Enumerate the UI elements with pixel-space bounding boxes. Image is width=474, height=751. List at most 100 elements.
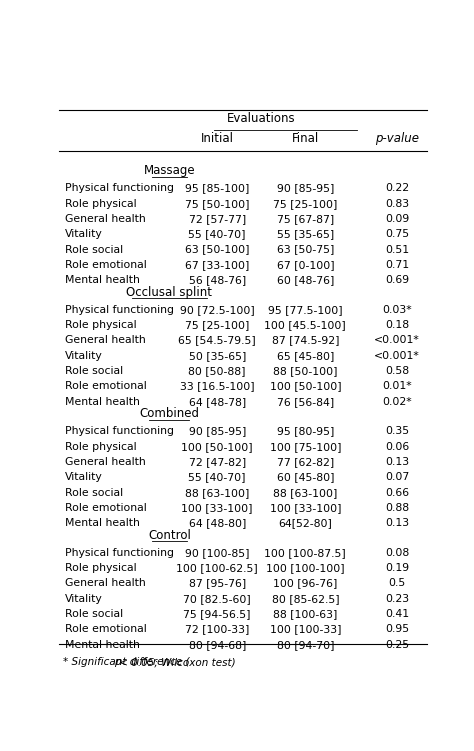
Text: 60 [45-80]: 60 [45-80]	[277, 472, 334, 482]
Text: 100 [100-33]: 100 [100-33]	[270, 624, 341, 635]
Text: 80 [94-70]: 80 [94-70]	[277, 640, 334, 650]
Text: 0.69: 0.69	[385, 275, 409, 285]
Text: 64 [48-80]: 64 [48-80]	[189, 518, 246, 528]
Text: p: p	[114, 657, 121, 667]
Text: Role emotional: Role emotional	[65, 382, 146, 391]
Text: 0.06: 0.06	[385, 442, 410, 451]
Text: * Significant difference (: * Significant difference (	[63, 657, 190, 667]
Text: 88 [100-63]: 88 [100-63]	[273, 609, 337, 619]
Text: p-value: p-value	[375, 131, 419, 145]
Text: Mental health: Mental health	[65, 275, 140, 285]
Text: 0.18: 0.18	[385, 320, 409, 330]
Text: 0.58: 0.58	[385, 366, 409, 376]
Text: 90 [100-85]: 90 [100-85]	[185, 547, 249, 558]
Text: Vitality: Vitality	[65, 229, 102, 240]
Text: 0.71: 0.71	[385, 260, 409, 270]
Text: Evaluations: Evaluations	[227, 112, 296, 125]
Text: 75 [67-87]: 75 [67-87]	[277, 214, 334, 224]
Text: 100 [100-87.5]: 100 [100-87.5]	[264, 547, 346, 558]
Text: 0.13: 0.13	[385, 457, 409, 467]
Text: Occlusal splint: Occlusal splint	[127, 285, 212, 299]
Text: 64 [48-78]: 64 [48-78]	[189, 397, 246, 407]
Text: 88 [63-100]: 88 [63-100]	[185, 487, 249, 498]
Text: <0.001*: <0.001*	[374, 351, 420, 360]
Text: Role emotional: Role emotional	[65, 624, 146, 635]
Text: 88 [63-100]: 88 [63-100]	[273, 487, 337, 498]
Text: 0.23: 0.23	[385, 594, 409, 604]
Text: 72 [47-82]: 72 [47-82]	[189, 457, 246, 467]
Text: < 0.05; Wilcoxon test): < 0.05; Wilcoxon test)	[116, 657, 236, 667]
Text: 0.25: 0.25	[385, 640, 409, 650]
Text: General health: General health	[65, 578, 146, 589]
Text: 0.01*: 0.01*	[383, 382, 412, 391]
Text: 65 [54.5-79.5]: 65 [54.5-79.5]	[178, 336, 256, 345]
Text: 63 [50-75]: 63 [50-75]	[277, 245, 334, 255]
Text: 64[52-80]: 64[52-80]	[278, 518, 332, 528]
Text: Initial: Initial	[201, 131, 234, 145]
Text: 80 [94-68]: 80 [94-68]	[189, 640, 246, 650]
Text: 100 [100-100]: 100 [100-100]	[266, 563, 345, 573]
Text: Role physical: Role physical	[65, 320, 137, 330]
Text: 0.19: 0.19	[385, 563, 409, 573]
Text: 75 [25-100]: 75 [25-100]	[273, 198, 337, 209]
Text: 55 [35-65]: 55 [35-65]	[277, 229, 334, 240]
Text: 100 [50-100]: 100 [50-100]	[270, 382, 341, 391]
Text: 0.35: 0.35	[385, 427, 409, 436]
Text: 50 [35-65]: 50 [35-65]	[189, 351, 246, 360]
Text: 72 [100-33]: 72 [100-33]	[185, 624, 249, 635]
Text: <0.001*: <0.001*	[374, 336, 420, 345]
Text: 75 [25-100]: 75 [25-100]	[185, 320, 249, 330]
Text: Role physical: Role physical	[65, 563, 137, 573]
Text: 95 [80-95]: 95 [80-95]	[277, 427, 334, 436]
Text: 76 [56-84]: 76 [56-84]	[277, 397, 334, 407]
Text: 90 [85-95]: 90 [85-95]	[189, 427, 246, 436]
Text: Physical functioning: Physical functioning	[65, 305, 174, 315]
Text: 0.09: 0.09	[385, 214, 410, 224]
Text: Vitality: Vitality	[65, 351, 102, 360]
Text: Role emotional: Role emotional	[65, 503, 146, 513]
Text: 88 [50-100]: 88 [50-100]	[273, 366, 337, 376]
Text: 87 [74.5-92]: 87 [74.5-92]	[272, 336, 339, 345]
Text: Combined: Combined	[139, 407, 200, 420]
Text: 100 [100-62.5]: 100 [100-62.5]	[176, 563, 258, 573]
Text: 100 [33-100]: 100 [33-100]	[182, 503, 253, 513]
Text: 75 [50-100]: 75 [50-100]	[185, 198, 249, 209]
Text: 65 [45-80]: 65 [45-80]	[277, 351, 334, 360]
Text: 95 [77.5-100]: 95 [77.5-100]	[268, 305, 343, 315]
Text: Physical functioning: Physical functioning	[65, 427, 174, 436]
Text: Role social: Role social	[65, 487, 123, 498]
Text: 100 [50-100]: 100 [50-100]	[182, 442, 253, 451]
Text: 0.51: 0.51	[385, 245, 409, 255]
Text: General health: General health	[65, 336, 146, 345]
Text: 0.22: 0.22	[385, 183, 409, 193]
Text: 67 [0-100]: 67 [0-100]	[276, 260, 334, 270]
Text: 0.75: 0.75	[385, 229, 409, 240]
Text: Vitality: Vitality	[65, 594, 102, 604]
Text: Role emotional: Role emotional	[65, 260, 146, 270]
Text: 70 [82.5-60]: 70 [82.5-60]	[183, 594, 251, 604]
Text: 80 [85-62.5]: 80 [85-62.5]	[272, 594, 339, 604]
Text: 0.41: 0.41	[385, 609, 409, 619]
Text: 87 [95-76]: 87 [95-76]	[189, 578, 246, 589]
Text: Physical functioning: Physical functioning	[65, 547, 174, 558]
Text: General health: General health	[65, 457, 146, 467]
Text: 56 [48-76]: 56 [48-76]	[189, 275, 246, 285]
Text: 0.07: 0.07	[385, 472, 410, 482]
Text: 100 [96-76]: 100 [96-76]	[273, 578, 337, 589]
Text: 90 [85-95]: 90 [85-95]	[277, 183, 334, 193]
Text: 100 [75-100]: 100 [75-100]	[270, 442, 341, 451]
Text: Mental health: Mental health	[65, 640, 140, 650]
Text: 0.95: 0.95	[385, 624, 409, 635]
Text: 60 [48-76]: 60 [48-76]	[277, 275, 334, 285]
Text: 90 [72.5-100]: 90 [72.5-100]	[180, 305, 255, 315]
Text: Vitality: Vitality	[65, 472, 102, 482]
Text: Physical functioning: Physical functioning	[65, 183, 174, 193]
Text: 0.66: 0.66	[385, 487, 409, 498]
Text: 55 [40-70]: 55 [40-70]	[189, 229, 246, 240]
Text: Final: Final	[292, 131, 319, 145]
Text: Mental health: Mental health	[65, 397, 140, 407]
Text: Role social: Role social	[65, 609, 123, 619]
Text: Role physical: Role physical	[65, 442, 137, 451]
Text: Role social: Role social	[65, 245, 123, 255]
Text: 100 [45.5-100]: 100 [45.5-100]	[264, 320, 346, 330]
